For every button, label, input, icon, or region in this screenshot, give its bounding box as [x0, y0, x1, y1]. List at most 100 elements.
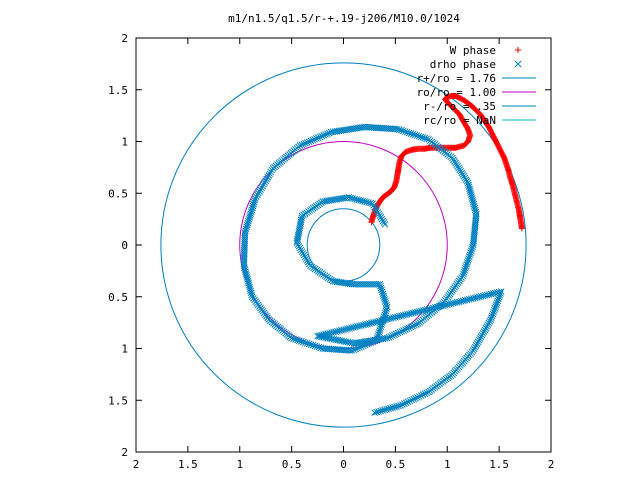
data-point — [331, 278, 339, 285]
data-point — [365, 340, 373, 347]
data-point — [320, 131, 328, 139]
data-point — [472, 208, 480, 216]
data-point — [410, 309, 417, 317]
data-point — [466, 185, 473, 193]
data-point — [386, 315, 393, 323]
data-point — [340, 337, 348, 345]
data-point — [375, 331, 382, 338]
data-point — [471, 343, 479, 351]
series-drho-phase — [240, 123, 505, 417]
y-tick-label: 0 — [121, 239, 128, 252]
data-point — [383, 334, 391, 342]
data-point — [327, 128, 335, 136]
data-point — [334, 336, 342, 344]
data-point — [387, 333, 395, 340]
data-point — [245, 215, 253, 223]
data-point — [397, 127, 405, 134]
legend-label: r-/ro = .35 — [423, 100, 496, 113]
data-point — [381, 298, 389, 305]
data-point — [417, 392, 425, 399]
data-point — [315, 343, 323, 351]
data-point — [373, 334, 381, 342]
data-point — [338, 337, 346, 345]
data-point — [372, 318, 379, 326]
data-point — [361, 198, 368, 205]
data-point — [241, 264, 248, 271]
data-point — [482, 324, 490, 332]
data-point — [242, 270, 250, 277]
data-point — [350, 346, 358, 354]
data-point — [406, 397, 414, 405]
data-point — [379, 407, 386, 414]
data-point — [288, 334, 295, 342]
data-point — [399, 127, 407, 135]
x-tick-label: 0.5 — [282, 458, 302, 471]
data-point — [394, 313, 401, 321]
data-point — [380, 315, 387, 323]
data-point — [297, 338, 305, 345]
data-point — [300, 140, 307, 148]
data-point — [376, 327, 384, 334]
data-point — [363, 340, 371, 348]
data-point — [336, 337, 344, 344]
data-point — [249, 204, 256, 212]
data-point — [330, 335, 338, 343]
axis-ticks: 2 1.5 1 0.5 0 0.5 1 1.5 221.510.500.511.52 — [108, 32, 554, 471]
data-point — [266, 170, 274, 178]
data-point — [404, 310, 411, 318]
data-point — [365, 199, 372, 206]
data-point — [449, 299, 457, 307]
data-point — [409, 322, 417, 330]
data-point — [379, 290, 387, 298]
data-point — [320, 333, 327, 341]
data-point — [311, 135, 318, 143]
data-point — [402, 399, 410, 407]
data-point — [421, 134, 429, 142]
data-point — [255, 189, 262, 197]
data-point — [423, 306, 431, 313]
data-point — [247, 287, 254, 295]
data-point — [460, 268, 468, 276]
data-point — [395, 402, 402, 410]
data-point — [292, 336, 299, 343]
data-point — [340, 326, 347, 334]
data-point — [306, 262, 314, 270]
data-point — [463, 259, 471, 266]
legend-label: ro/ro = 1.00 — [417, 86, 496, 99]
data-point — [470, 345, 478, 353]
data-point — [348, 324, 355, 332]
data-point — [251, 195, 259, 202]
data-point — [332, 336, 340, 344]
data-point — [481, 292, 489, 299]
data-point — [299, 338, 307, 346]
data-point — [465, 181, 472, 189]
data-point — [247, 289, 255, 297]
data-point — [299, 250, 307, 257]
data-point — [309, 136, 317, 144]
data-point — [356, 344, 363, 351]
data-point — [243, 273, 251, 281]
data-point — [262, 177, 270, 185]
reference-circle — [160, 62, 527, 428]
data-point — [390, 314, 397, 322]
data-point — [475, 293, 483, 301]
data-point — [485, 291, 493, 298]
data-point — [407, 323, 415, 331]
data-point — [410, 395, 417, 403]
data-point — [411, 322, 418, 329]
data-point — [298, 141, 306, 149]
data-point — [461, 266, 469, 274]
data-point — [311, 342, 319, 350]
data-point — [344, 338, 352, 346]
data-point — [245, 281, 253, 289]
data-point — [491, 304, 499, 312]
data-point — [489, 290, 497, 297]
data-point — [479, 292, 487, 300]
data-point — [483, 323, 491, 330]
data-point — [260, 180, 267, 188]
data-point — [406, 310, 413, 318]
data-point — [381, 296, 389, 303]
data-point — [316, 133, 324, 141]
data-point — [425, 136, 432, 143]
